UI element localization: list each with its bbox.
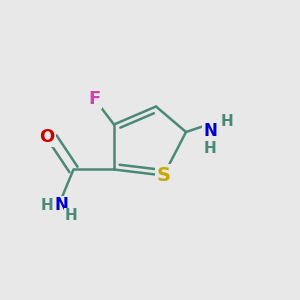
Text: N: N — [203, 122, 217, 140]
Text: H: H — [204, 141, 216, 156]
Text: F: F — [88, 90, 101, 108]
Text: H: H — [64, 208, 77, 224]
Text: H: H — [220, 114, 233, 129]
Text: O: O — [39, 128, 54, 146]
Text: S: S — [157, 166, 170, 185]
Text: H: H — [40, 198, 53, 213]
Text: N: N — [55, 196, 68, 214]
